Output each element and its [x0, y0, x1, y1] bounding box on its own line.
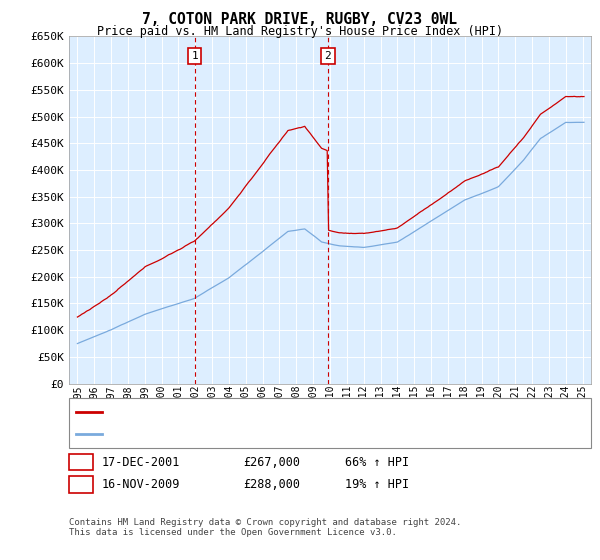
Text: £288,000: £288,000	[243, 478, 300, 491]
Text: 66% ↑ HPI: 66% ↑ HPI	[345, 455, 409, 469]
Text: HPI: Average price, detached house, Rugby: HPI: Average price, detached house, Rugb…	[105, 429, 361, 439]
Text: 2: 2	[77, 478, 85, 491]
Text: 7, COTON PARK DRIVE, RUGBY, CV23 0WL (detached house): 7, COTON PARK DRIVE, RUGBY, CV23 0WL (de…	[105, 407, 436, 417]
Text: 2: 2	[325, 51, 331, 61]
Text: 7, COTON PARK DRIVE, RUGBY, CV23 0WL: 7, COTON PARK DRIVE, RUGBY, CV23 0WL	[143, 12, 458, 27]
Text: 17-DEC-2001: 17-DEC-2001	[102, 455, 181, 469]
Text: £267,000: £267,000	[243, 455, 300, 469]
Text: Price paid vs. HM Land Registry's House Price Index (HPI): Price paid vs. HM Land Registry's House …	[97, 25, 503, 38]
Text: 1: 1	[77, 455, 85, 469]
Text: 16-NOV-2009: 16-NOV-2009	[102, 478, 181, 491]
Text: 19% ↑ HPI: 19% ↑ HPI	[345, 478, 409, 491]
Text: Contains HM Land Registry data © Crown copyright and database right 2024.
This d: Contains HM Land Registry data © Crown c…	[69, 518, 461, 538]
Text: 1: 1	[191, 51, 198, 61]
